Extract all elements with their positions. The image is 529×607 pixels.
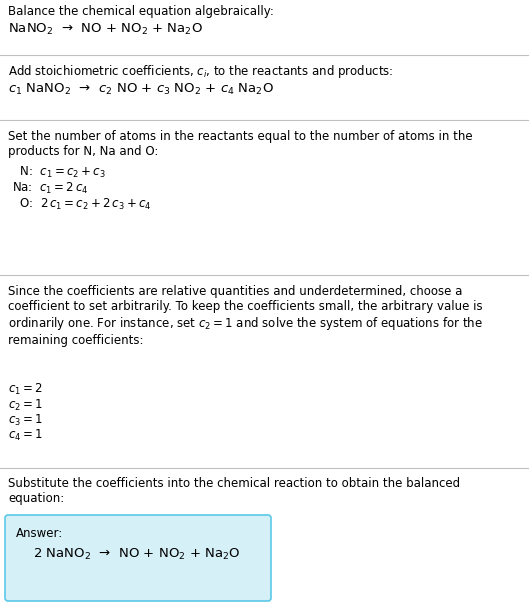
Text: $c_2 = 1$: $c_2 = 1$ [8,398,43,413]
Text: Na:  $c_1 = 2\,c_4$: Na: $c_1 = 2\,c_4$ [12,181,88,196]
Text: $c_1$ NaNO$_2$  →  $c_2$ NO + $c_3$ NO$_2$ + $c_4$ Na$_2$O: $c_1$ NaNO$_2$ → $c_2$ NO + $c_3$ NO$_2$… [8,82,274,97]
Text: $c_1 = 2$: $c_1 = 2$ [8,382,43,397]
FancyBboxPatch shape [5,515,271,601]
Text: Answer:: Answer: [16,527,63,540]
Text: N:  $c_1 = c_2 + c_3$: N: $c_1 = c_2 + c_3$ [12,165,106,180]
Text: 2 NaNO$_2$  →  NO + NO$_2$ + Na$_2$O: 2 NaNO$_2$ → NO + NO$_2$ + Na$_2$O [33,547,241,562]
Text: Substitute the coefficients into the chemical reaction to obtain the balanced
eq: Substitute the coefficients into the che… [8,477,460,505]
Text: Since the coefficients are relative quantities and underdetermined, choose a
coe: Since the coefficients are relative quan… [8,285,483,347]
Text: O:  $2\,c_1 = c_2 + 2\,c_3 + c_4$: O: $2\,c_1 = c_2 + 2\,c_3 + c_4$ [12,197,151,212]
Text: $c_4 = 1$: $c_4 = 1$ [8,428,43,443]
Text: NaNO$_2$  →  NO + NO$_2$ + Na$_2$O: NaNO$_2$ → NO + NO$_2$ + Na$_2$O [8,22,203,37]
Text: $c_3 = 1$: $c_3 = 1$ [8,413,43,428]
Text: Add stoichiometric coefficients, $c_i$, to the reactants and products:: Add stoichiometric coefficients, $c_i$, … [8,63,394,80]
Text: Set the number of atoms in the reactants equal to the number of atoms in the
pro: Set the number of atoms in the reactants… [8,130,472,158]
Text: Balance the chemical equation algebraically:: Balance the chemical equation algebraica… [8,5,274,18]
